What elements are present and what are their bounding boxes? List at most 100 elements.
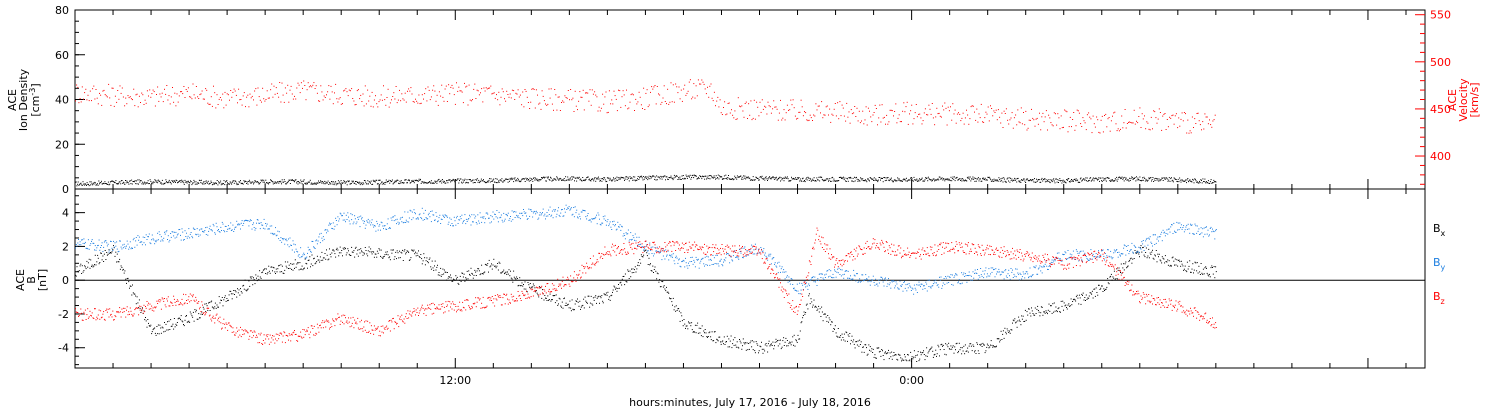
velocity-series-point [620, 106, 622, 108]
density-series-point [966, 180, 968, 182]
velocity-series-point [734, 110, 736, 112]
field-series-x-point [79, 265, 81, 267]
density-series-point [786, 177, 788, 179]
field-series-x-point [899, 354, 901, 356]
field-series-x-point [586, 301, 588, 303]
density-series-point [80, 182, 82, 184]
field-series-x-point [314, 263, 316, 265]
field-series-x-point [316, 261, 318, 263]
field-series-y-point [208, 228, 210, 230]
field-series-x-point [481, 273, 483, 274]
field-series-x-point [497, 263, 499, 264]
field-series-y-point [116, 241, 118, 243]
velocity-series-point [1144, 115, 1145, 117]
field-series-x-point [459, 275, 461, 277]
density-series-point [606, 177, 608, 179]
field-series-y-point [428, 212, 430, 214]
density-series-point [1049, 182, 1051, 184]
field-series-x-point [1002, 330, 1004, 332]
density-series-point [1126, 179, 1128, 181]
density-series-point [480, 178, 482, 180]
field-series-y-point [172, 231, 174, 233]
field-series-x-point [939, 355, 940, 357]
density-series-point [1110, 180, 1111, 182]
density-series-point [552, 179, 554, 181]
field-series-x-point [250, 277, 252, 279]
density-series-point [993, 178, 995, 180]
field-series-x-point [542, 289, 543, 291]
density-series-point [934, 179, 936, 181]
density-series-point [318, 182, 320, 184]
field-series-x-point [236, 296, 238, 298]
field-series-x-point [146, 326, 148, 328]
field-series-x-point [862, 346, 864, 348]
density-series-point [1115, 179, 1117, 181]
field-series-x-point [1037, 305, 1039, 307]
field-series-x-point [812, 304, 814, 306]
velocity-series-point [368, 100, 370, 102]
field-series-x-point [482, 273, 484, 275]
field-series-x-point [342, 255, 343, 257]
field-series-x-point [951, 346, 953, 348]
velocity-series-point [113, 105, 115, 107]
density-series-point [932, 178, 934, 180]
field-series-x-point [1115, 278, 1117, 280]
field-series-x-point [988, 347, 990, 349]
density-series-point [889, 178, 891, 180]
field-series-y-point [166, 230, 168, 232]
density-series-point [489, 178, 491, 180]
velocity-series-point [412, 101, 414, 102]
density-series-point [1214, 181, 1216, 182]
density-series-point [784, 176, 786, 178]
field-series-x-point [883, 359, 885, 361]
field-series-x-point [1104, 290, 1105, 291]
field-series-x-point [1073, 298, 1075, 300]
field-series-x-point [1140, 245, 1142, 247]
field-series-y-point [297, 251, 299, 253]
density-series-point [700, 176, 702, 178]
velocity-series-point [404, 92, 406, 94]
density-series-point [1053, 178, 1055, 180]
density-series-point [104, 181, 106, 183]
field-series-x-point [244, 279, 246, 281]
field-series-y-point [85, 247, 87, 249]
velocity-series-point [796, 118, 797, 120]
density-series-point [309, 181, 311, 183]
field-series-x-point [506, 273, 508, 275]
field-series-x-point [687, 328, 689, 330]
field-series-y-point [421, 218, 423, 220]
density-series-point [493, 181, 495, 183]
density-series-point [565, 179, 567, 181]
velocity-series-point [1077, 110, 1079, 112]
density-series-point [142, 183, 144, 185]
velocity-series-point [126, 103, 128, 105]
field-series-y-point [251, 228, 253, 230]
field-series-x-point [1186, 261, 1188, 263]
velocity-series-point [329, 98, 331, 100]
density-series-point [633, 179, 635, 181]
field-series-x-point [1056, 310, 1058, 312]
field-series-x-point [848, 335, 850, 337]
density-series-point [540, 179, 542, 181]
field-series-y-point [226, 231, 228, 232]
field-series-x-point [943, 349, 945, 350]
field-series-x-point [669, 297, 670, 299]
velocity-series-point [480, 92, 481, 94]
velocity-series-point [747, 118, 748, 119]
field-series-y-point [250, 220, 252, 221]
density-series-point [332, 183, 334, 185]
density-series-point [644, 177, 646, 179]
density-series-point [96, 184, 98, 186]
field-series-y-point [102, 251, 104, 252]
density-series-point [234, 180, 236, 182]
density-series-point [652, 175, 654, 177]
density-series-point [225, 180, 227, 182]
velocity-series-point [1024, 124, 1026, 126]
velocity-series-point [314, 88, 316, 89]
velocity-series-point [328, 85, 330, 87]
field-series-y-point [155, 241, 157, 243]
density-series-point [895, 180, 897, 182]
density-series-point [191, 184, 193, 186]
velocity-series-point [758, 115, 760, 117]
velocity-series-point [666, 103, 667, 105]
